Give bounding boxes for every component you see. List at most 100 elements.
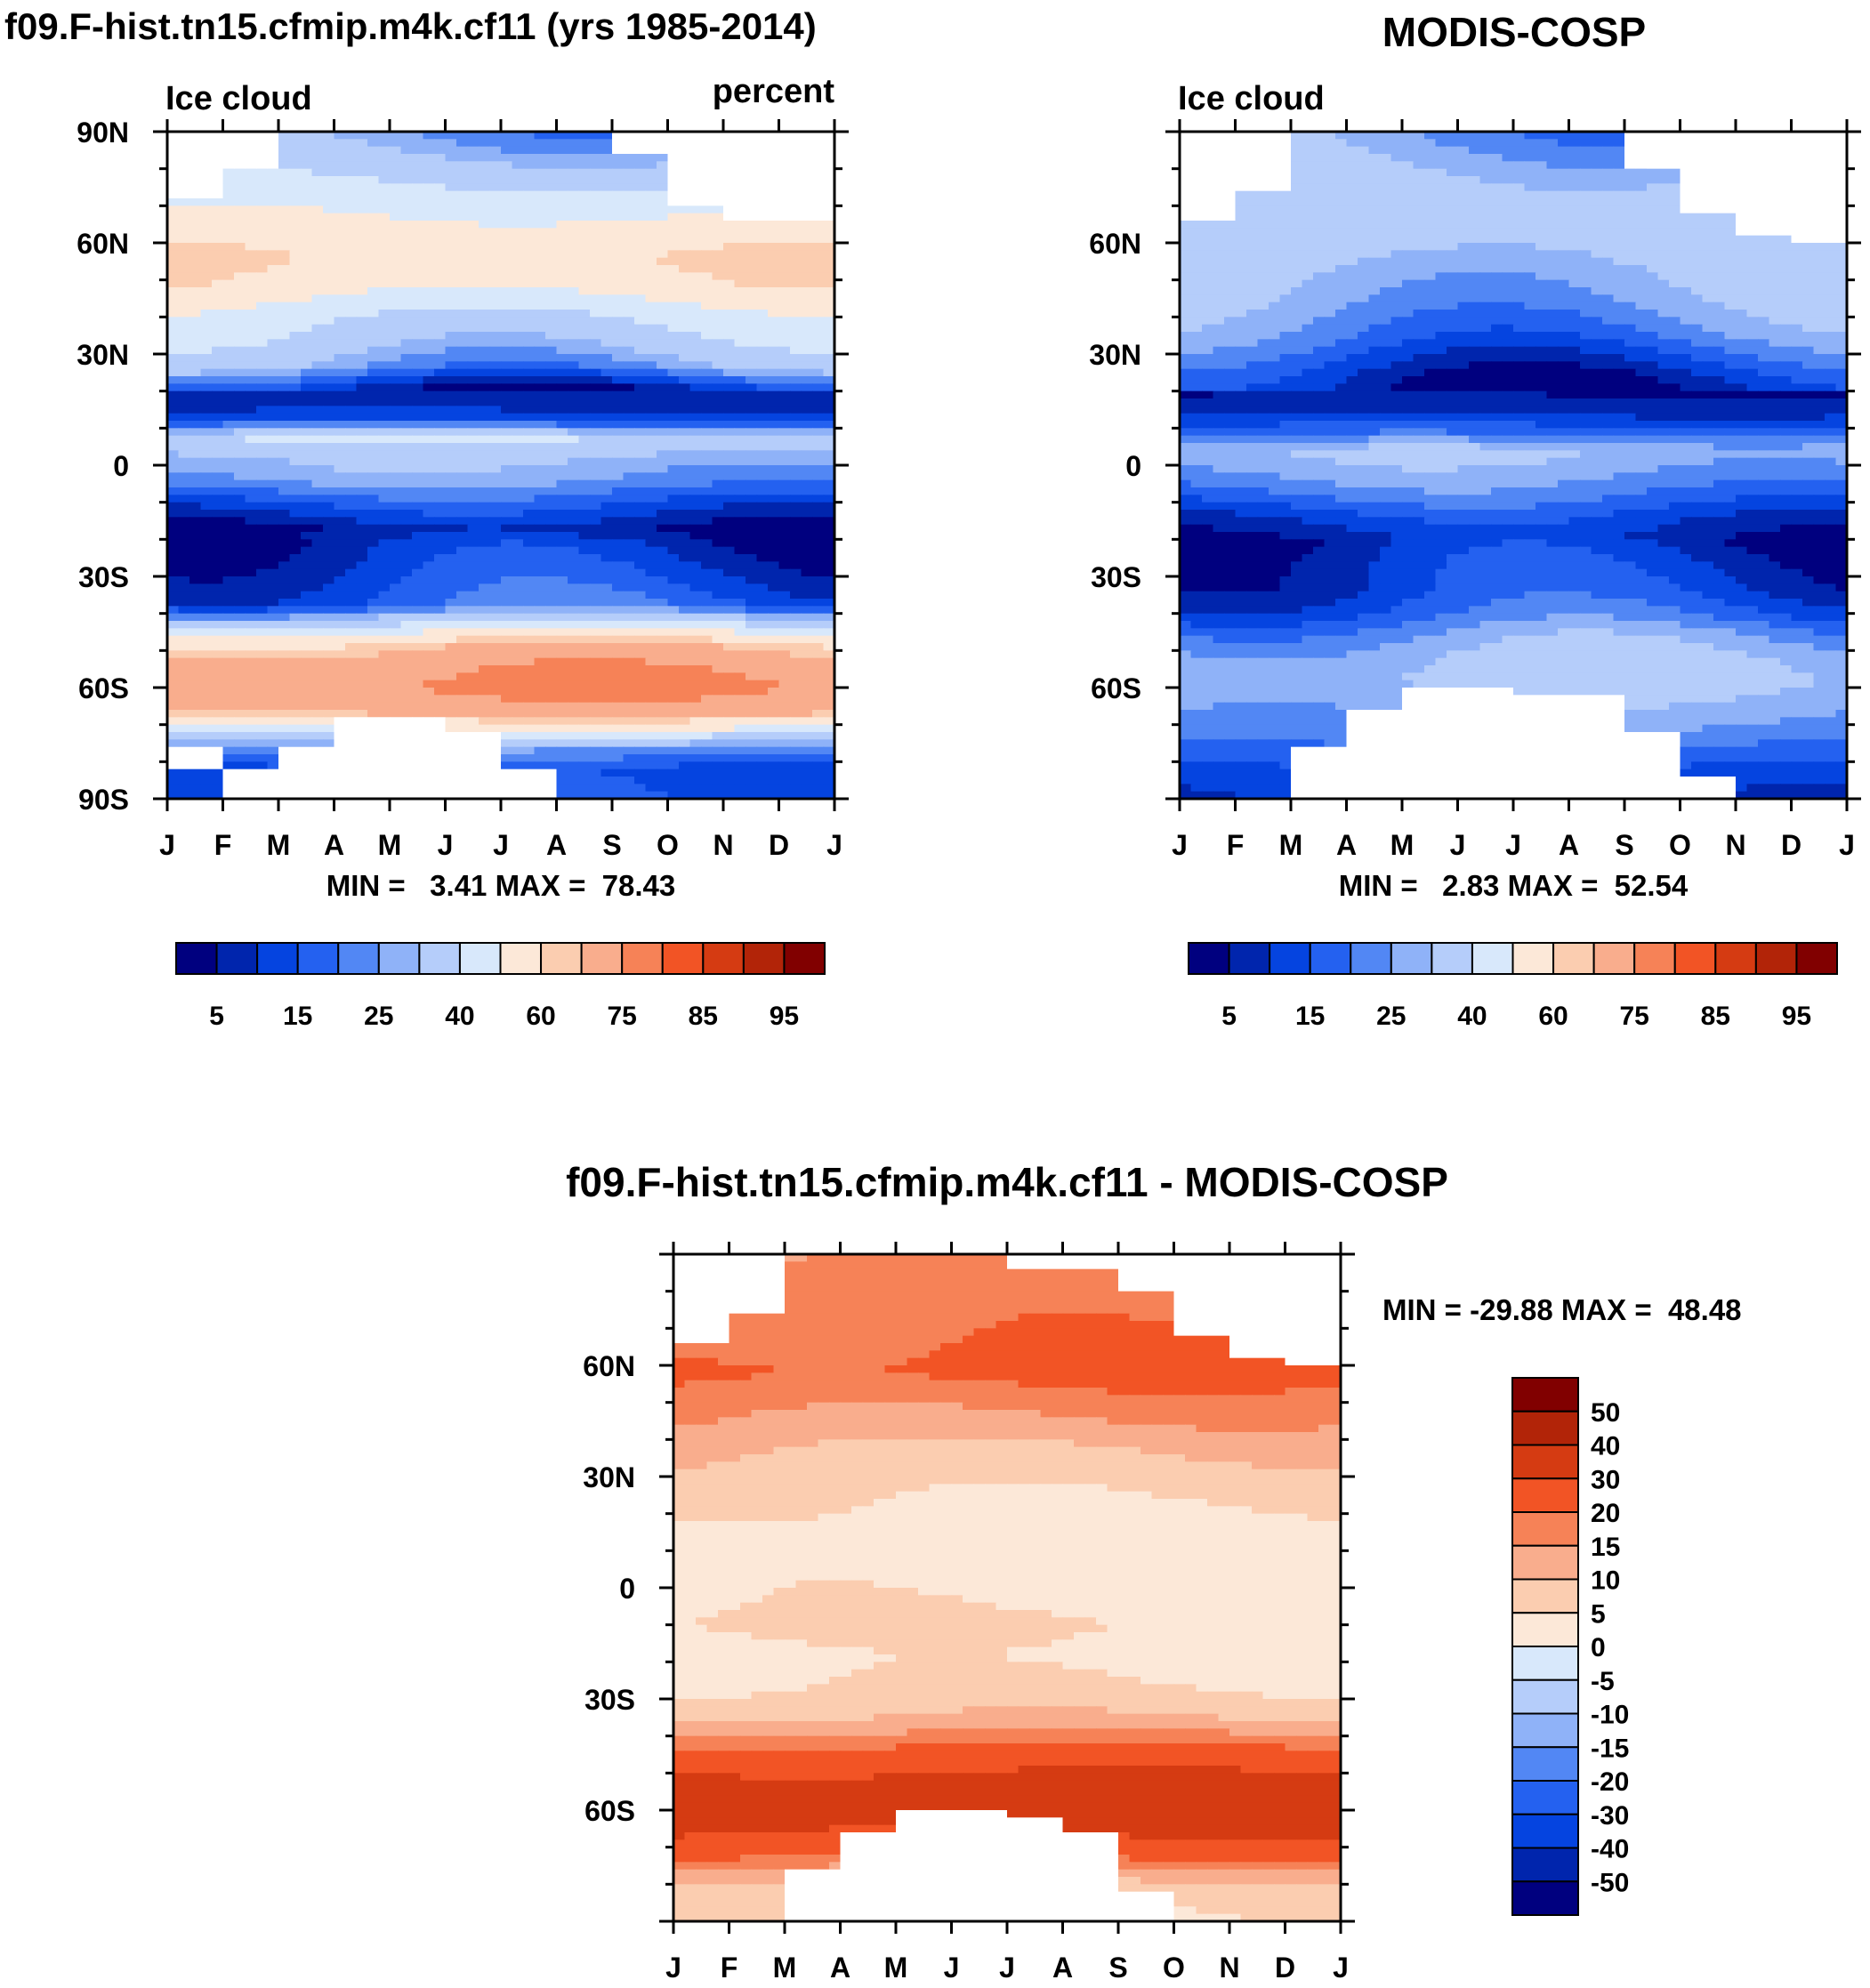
model-cell xyxy=(534,406,546,415)
model-cell xyxy=(545,132,558,141)
model-cell xyxy=(400,146,413,155)
model-cell xyxy=(756,243,769,252)
model-cell xyxy=(178,546,190,555)
model-cell xyxy=(479,346,491,355)
model-cell xyxy=(590,650,602,659)
model-cell xyxy=(701,502,713,511)
model-cell xyxy=(234,657,246,666)
model-cell xyxy=(568,621,580,630)
model-cell xyxy=(445,450,457,459)
model-cell xyxy=(723,599,736,608)
model-cell xyxy=(323,554,335,563)
model-cell xyxy=(679,635,691,644)
model-cell xyxy=(378,176,391,185)
model-cell xyxy=(534,176,546,185)
model-cell xyxy=(390,643,402,652)
model-cell xyxy=(701,479,713,488)
model-cell xyxy=(467,398,480,407)
model-cell xyxy=(200,584,213,592)
model-cell xyxy=(289,421,302,430)
model-cell xyxy=(768,702,780,711)
model-cell xyxy=(267,495,279,503)
model-cell xyxy=(645,294,657,303)
model-cell xyxy=(734,510,746,519)
model-cell xyxy=(512,346,524,355)
model-cell xyxy=(400,443,413,452)
model-cell xyxy=(189,428,202,437)
model-cell xyxy=(256,613,269,622)
model-cell xyxy=(600,479,613,488)
model-cell xyxy=(423,154,435,163)
model-cell xyxy=(501,368,513,377)
model-cell xyxy=(423,539,435,548)
model-cell xyxy=(311,665,324,674)
model-cell xyxy=(790,739,802,748)
model-cell xyxy=(378,332,391,341)
model-cell xyxy=(778,710,791,719)
model-cell xyxy=(778,672,791,681)
model-cell xyxy=(501,688,513,696)
model-cell xyxy=(556,561,568,570)
model-cell xyxy=(412,228,424,237)
model-cell xyxy=(289,650,302,659)
model-cell xyxy=(634,443,647,452)
model-cell xyxy=(734,672,746,681)
model-cell xyxy=(801,650,813,659)
model-cell xyxy=(445,213,457,221)
model-cell xyxy=(512,428,524,437)
model-cell xyxy=(245,665,257,674)
model-cell xyxy=(545,302,558,310)
model-cell xyxy=(600,294,613,303)
model-cell xyxy=(467,650,480,659)
model-cell xyxy=(245,746,257,755)
model-cell xyxy=(812,287,825,296)
model-cell xyxy=(200,546,213,555)
model-cell xyxy=(746,650,758,659)
model-cell xyxy=(823,398,834,407)
model-cell xyxy=(746,310,758,318)
model-cell xyxy=(545,465,558,474)
model-cell xyxy=(701,221,713,229)
model-cell xyxy=(790,228,802,237)
model-cell xyxy=(823,457,834,466)
model-cell xyxy=(645,665,657,674)
model-cell xyxy=(178,495,190,503)
model-cell xyxy=(390,487,402,496)
model-cell xyxy=(167,228,180,237)
obs-left-label: Ice cloud xyxy=(1178,80,1325,117)
model-cell xyxy=(456,243,469,252)
model-cell xyxy=(390,532,402,541)
model-cell xyxy=(556,324,568,333)
model-cell xyxy=(479,390,491,399)
model-cell xyxy=(612,554,625,563)
model-cell xyxy=(701,413,713,422)
model-cell xyxy=(489,546,502,555)
model-cell xyxy=(657,450,669,459)
model-cell xyxy=(756,406,769,415)
model-cell xyxy=(657,317,669,326)
model-cell xyxy=(523,287,536,296)
model-cell xyxy=(612,680,625,688)
model-cell xyxy=(823,479,834,488)
model-cell xyxy=(568,457,580,466)
model-cell xyxy=(311,680,324,688)
model-cell xyxy=(623,376,635,385)
model-cell xyxy=(245,190,257,199)
model-cell xyxy=(746,376,758,385)
model-cell xyxy=(534,568,546,577)
model-cell xyxy=(812,257,825,266)
model-cell xyxy=(812,710,825,719)
model-cell xyxy=(612,457,625,466)
model-cell xyxy=(523,672,536,681)
model-cell xyxy=(523,361,536,370)
model-cell xyxy=(311,628,324,637)
model-cell xyxy=(768,302,780,310)
model-cell xyxy=(545,487,558,496)
model-cell xyxy=(412,495,424,503)
model-cell xyxy=(578,317,591,326)
model-cell xyxy=(423,228,435,237)
model-cell xyxy=(345,546,358,555)
model-cell xyxy=(467,635,480,644)
model-cell xyxy=(790,539,802,548)
model-cell xyxy=(334,368,346,377)
